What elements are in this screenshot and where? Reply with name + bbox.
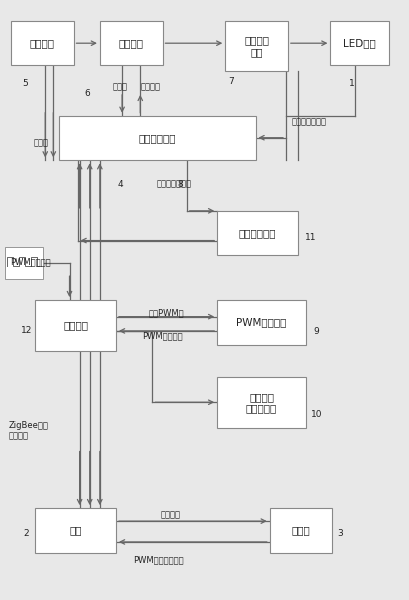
Text: 恒流输出
电路: 恒流输出 电路 [243, 35, 268, 56]
Bar [217, 377, 306, 428]
Text: PWM波的控制命令: PWM波的控制命令 [133, 555, 183, 564]
Bar [217, 300, 306, 344]
Text: 12: 12 [20, 326, 32, 335]
Text: 故障反馈输出端: 故障反馈输出端 [156, 179, 191, 188]
Text: 7: 7 [228, 77, 234, 86]
Text: 基站: 基站 [69, 526, 82, 535]
Text: 5: 5 [22, 79, 28, 88]
Text: 交供电: 交供电 [33, 138, 48, 147]
Text: PWM调光指令: PWM调光指令 [142, 331, 182, 340]
Text: 电源控制芯片: 电源控制芯片 [138, 133, 176, 143]
Text: 6: 6 [85, 89, 90, 98]
Text: 9: 9 [312, 327, 318, 336]
Bar [11, 20, 73, 65]
Text: 输入电源: 输入电源 [29, 38, 54, 48]
Text: 8: 8 [178, 179, 183, 188]
Text: 主驱动: 主驱动 [112, 83, 127, 92]
Text: 3: 3 [337, 529, 342, 538]
Bar [330, 20, 388, 65]
Bar [225, 20, 287, 71]
Text: 2: 2 [23, 529, 29, 538]
Text: PWM波发生器: PWM波发生器 [236, 317, 286, 327]
Text: 执行节点: 执行节点 [63, 320, 88, 330]
Bar [59, 116, 255, 160]
Text: 4: 4 [117, 179, 123, 188]
Text: 1: 1 [348, 79, 353, 88]
Bar [269, 508, 332, 553]
Bar [217, 211, 297, 256]
Text: 计算机: 计算机 [291, 526, 310, 535]
Text: LED灯具: LED灯具 [342, 38, 375, 48]
Text: 11: 11 [304, 233, 316, 242]
Text: 串口传输: 串口传输 [160, 511, 180, 520]
Bar [5, 247, 43, 279]
Text: 电流反馈: 电流反馈 [140, 83, 160, 92]
Text: 电压、电流反馈: 电压、电流反馈 [291, 117, 326, 126]
Text: 故障反馈模块: 故障反馈模块 [238, 228, 276, 238]
Bar [35, 508, 116, 553]
Text: 升压电路: 升压电路 [118, 38, 143, 48]
Text: 产生PWM波: 产生PWM波 [148, 308, 184, 317]
Bar [100, 20, 162, 65]
Text: 光照强度
采集传感器: 光照强度 采集传感器 [245, 392, 276, 413]
Text: PWM调光输入: PWM调光输入 [10, 257, 50, 266]
Bar [35, 300, 116, 350]
Text: 10: 10 [310, 410, 321, 419]
Text: ZigBee无线
传感网络: ZigBee无线 传感网络 [9, 421, 49, 440]
